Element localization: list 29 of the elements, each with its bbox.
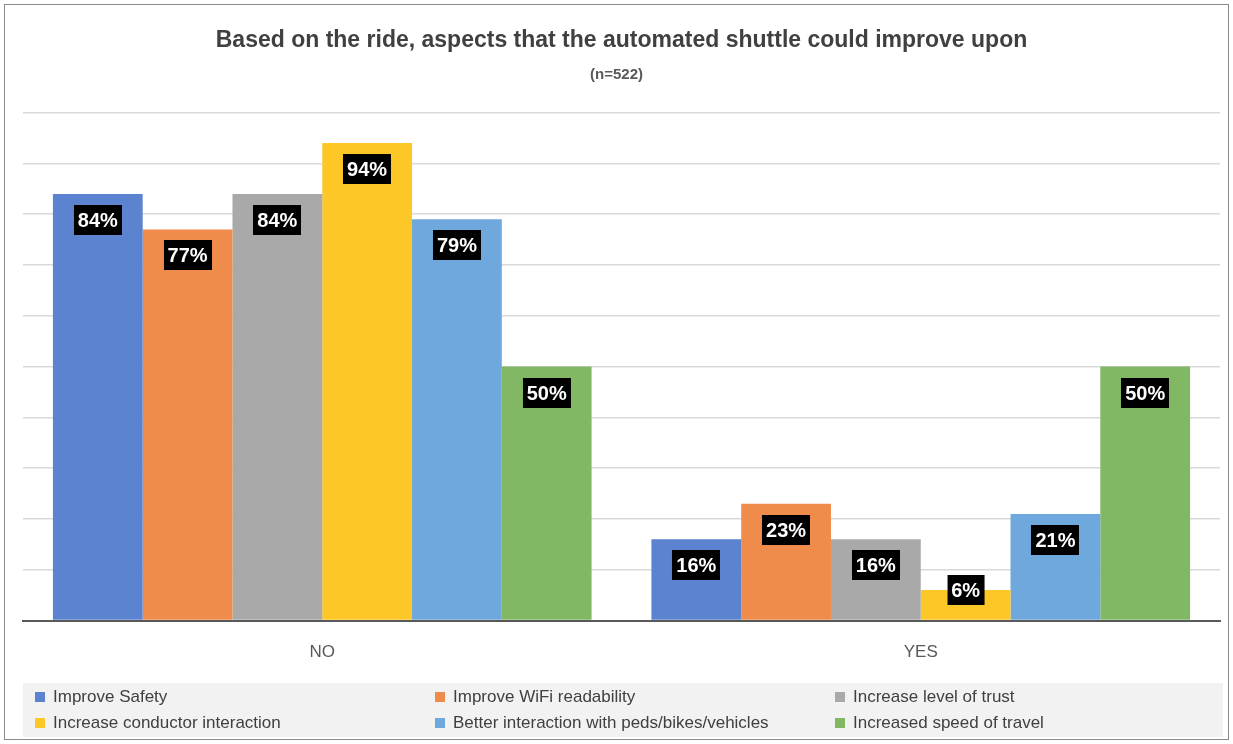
data-label: 50%: [1121, 377, 1170, 408]
legend-label: Increase level of trust: [853, 687, 1015, 707]
data-label: 6%: [947, 575, 985, 606]
data-label: 16%: [851, 550, 900, 581]
data-label: 84%: [73, 204, 122, 235]
bar: [1100, 366, 1191, 620]
legend-label: Improve WiFi readability: [453, 687, 636, 707]
data-label: 21%: [1031, 524, 1080, 555]
data-label: 50%: [522, 377, 571, 408]
bar: [322, 143, 413, 620]
chart-title: Based on the ride, aspects that the automated shuttle could improve upon: [215, 26, 1028, 53]
x-tick-label: NO: [309, 642, 335, 662]
data-label: 23%: [762, 514, 811, 545]
legend-label: Improve Safety: [53, 687, 168, 707]
legend-label: Increased speed of travel: [853, 713, 1044, 733]
data-label: 84%: [253, 204, 302, 235]
chart-subtitle: (n=522): [590, 65, 643, 82]
bar: [501, 366, 592, 620]
legend-label: Better interaction with peds/bikes/vehicles: [453, 713, 769, 733]
x-tick-label: YES: [903, 642, 938, 662]
data-label: 16%: [672, 550, 721, 581]
bar: [232, 193, 323, 620]
bar: [412, 219, 502, 620]
bar: [142, 229, 233, 620]
legend-label: Increase conductor interaction: [53, 713, 281, 733]
data-label: 94%: [343, 154, 392, 185]
data-label: 79%: [432, 230, 481, 261]
bar: [52, 193, 143, 620]
data-label: 77%: [163, 240, 212, 271]
